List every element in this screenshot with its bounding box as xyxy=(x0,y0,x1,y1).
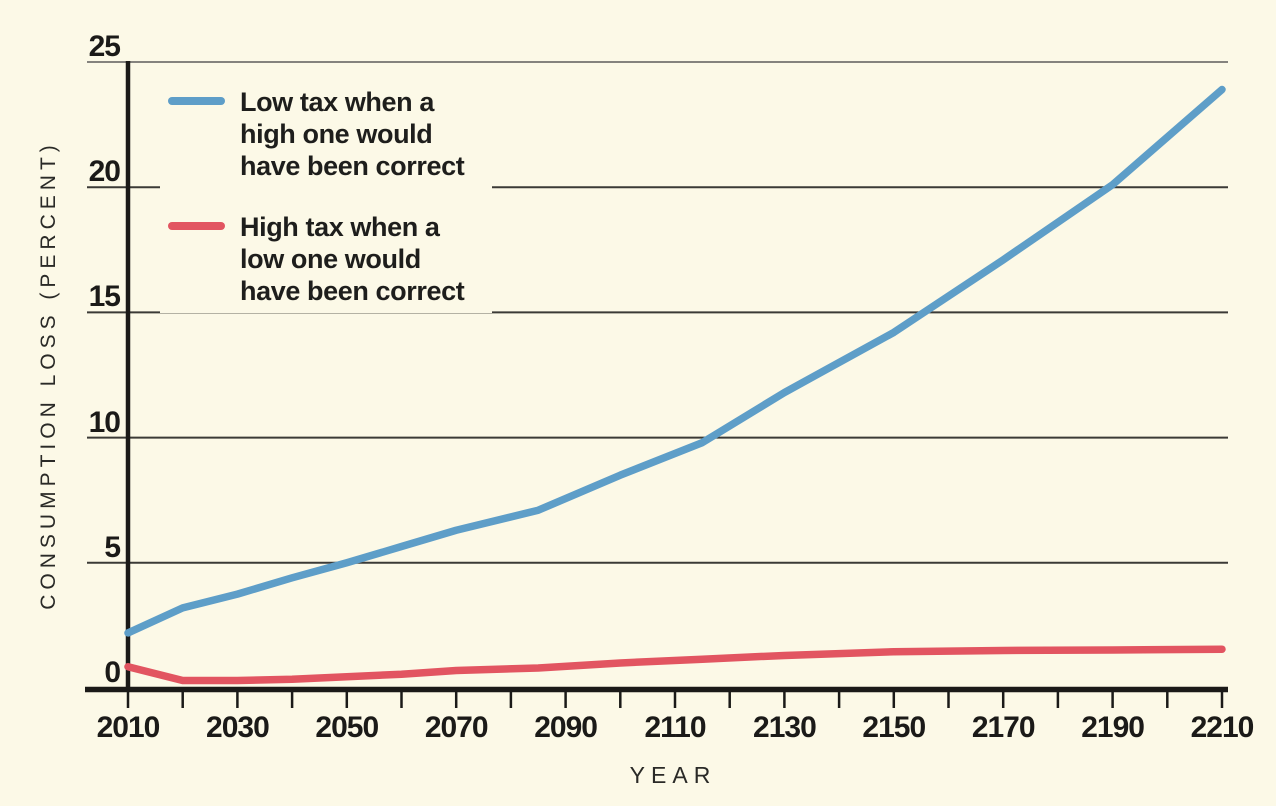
legend-line-swatch-blue xyxy=(168,97,225,105)
legend-label-line: high one would xyxy=(240,119,433,149)
series-line-low-tax xyxy=(124,85,1226,637)
legend-label-high-tax: High tax when a low one would have been … xyxy=(240,211,465,307)
legend-entry-low-tax: Low tax when a high one would have been … xyxy=(168,86,492,182)
x-tick-label: 2150 xyxy=(862,711,926,744)
legend-label-line: have been correct xyxy=(240,151,465,181)
x-tick-label: 2010 xyxy=(96,711,161,744)
y-tick-label: 0 xyxy=(104,656,121,689)
legend-label-line: low one would xyxy=(240,244,421,274)
x-tick-label: 2110 xyxy=(644,711,706,744)
legend-label-low-tax: Low tax when a high one would have been … xyxy=(240,86,465,182)
x-tick-label: 2030 xyxy=(206,711,270,744)
y-tick-label: 20 xyxy=(88,155,121,189)
x-tick-label: 2130 xyxy=(753,711,817,744)
legend-label-line: High tax when a xyxy=(240,212,440,242)
x-tick-label: 2070 xyxy=(424,711,489,744)
x-tick-label: 2170 xyxy=(971,711,1036,744)
y-tick-label: 15 xyxy=(88,280,121,314)
x-tick-label: 2210 xyxy=(1190,711,1255,744)
legend-line-swatch-red xyxy=(168,222,225,230)
x-tick-label: 2090 xyxy=(534,711,598,744)
y-tick-label: 5 xyxy=(104,530,121,564)
legend: Low tax when a high one would have been … xyxy=(160,80,492,313)
x-tick-label: 2190 xyxy=(1081,711,1145,744)
legend-label-line: have been correct xyxy=(240,276,465,306)
series-line-high-tax xyxy=(124,645,1226,685)
y-tick-label: 25 xyxy=(88,30,121,63)
legend-entry-high-tax: High tax when a low one would have been … xyxy=(168,211,492,307)
x-axis-title: YEAR xyxy=(629,762,717,788)
legend-label-line: Low tax when a xyxy=(240,87,434,117)
y-tick-label: 10 xyxy=(88,405,121,439)
x-tick-label: 2050 xyxy=(315,711,379,744)
